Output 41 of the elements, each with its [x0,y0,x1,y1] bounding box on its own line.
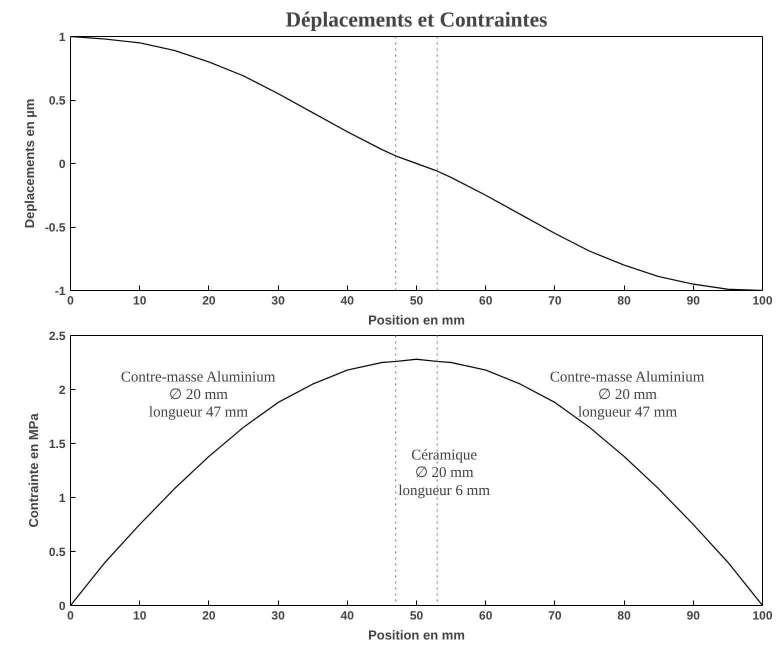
x-axis-title: Position en mm [368,312,465,328]
y-tick-label: -1 [54,284,66,298]
y-tick-label: -0.5 [44,220,66,234]
x-tick-label: 70 [548,294,562,308]
x-tick-label: 20 [202,294,216,308]
x-tick-label: 80 [617,294,632,308]
x-tick-label: 100 [752,294,773,308]
annotation: Céramique ∅ 20 mm longueur 6 mm [398,448,490,499]
y-axis-title: Deplacements en µm [22,98,37,228]
x-tick-label: 30 [271,294,286,308]
y-tick-label: 0.5 [48,94,66,108]
y-tick-label: 1.5 [48,437,66,451]
y-tick-label: 0 [58,599,66,613]
x-tick-label: 20 [202,608,216,622]
x-tick-label: 80 [617,608,632,622]
x-tick-label: 90 [686,608,700,622]
y-tick-label: 2.5 [48,329,66,343]
x-tick-label: 30 [271,608,286,622]
x-axis-title: Position en mm [368,628,465,642]
x-tick-label: 50 [410,294,424,308]
x-tick-label: 10 [133,294,147,308]
annotation: Contre-masse Aluminium ∅ 20 mm longueur 47 mm [120,369,276,420]
x-tick-label: 40 [340,294,354,308]
x-tick-label: 100 [752,608,773,622]
x-tick-label: 90 [686,294,700,308]
x-tick-label: 10 [133,608,147,622]
x-tick-label: 60 [479,294,493,308]
chart-title: Déplacements et Contraintes [286,8,548,32]
annotation: Contre-masse Aluminium ∅ 20 mm longueur 47 mm [550,369,705,420]
y-axis-title: Contrainte en MPa [26,412,41,528]
y-tick-label: 0 [58,157,66,171]
y-tick-label: 1 [58,30,66,44]
y-tick-label: 1 [58,491,66,505]
x-tick-label: 70 [548,608,562,622]
y-tick-label: 0.5 [48,545,66,559]
y-tick-label: 2 [58,383,66,397]
x-tick-label: 40 [340,608,354,622]
x-tick-label: 60 [479,608,493,622]
x-tick-label: 0 [67,294,74,308]
x-tick-label: 50 [410,608,424,622]
x-tick-label: 0 [67,608,74,622]
